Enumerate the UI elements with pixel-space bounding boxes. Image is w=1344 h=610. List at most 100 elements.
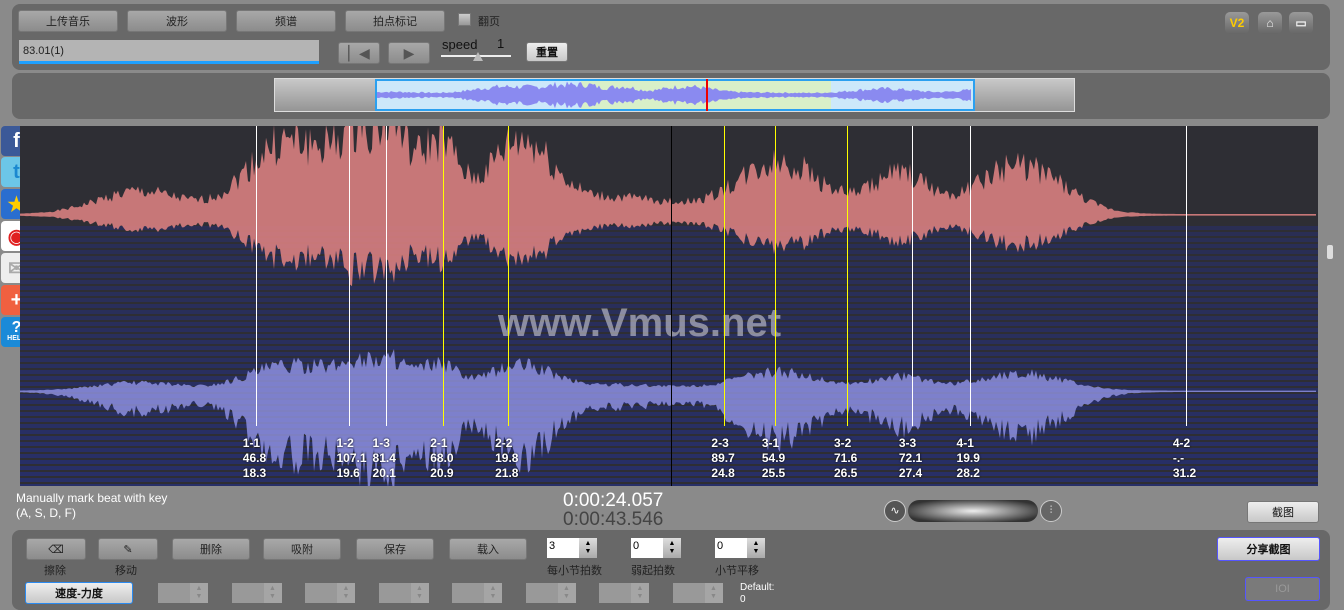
beat-label: 4-1 19.9 28.2 bbox=[957, 436, 980, 481]
beat-time: 31.2 bbox=[1172, 466, 1197, 480]
spectrogram-band bbox=[20, 328, 1318, 332]
spectrogram-band bbox=[20, 352, 1318, 356]
delete-button[interactable]: 删除 bbox=[172, 538, 250, 560]
spectrogram-band bbox=[20, 322, 1318, 326]
beat-index: 1-2 bbox=[336, 436, 354, 450]
spinner-arrows-icon[interactable]: ▲ ▼ bbox=[663, 538, 681, 558]
disabled-spinner[interactable]: ▲ ▼ bbox=[525, 583, 576, 603]
rewind-button[interactable]: ▏◀ bbox=[338, 42, 380, 64]
spectrogram-band bbox=[20, 418, 1318, 422]
snap-button[interactable]: 吸附 bbox=[263, 538, 341, 560]
upload-music-button[interactable]: 上传音乐 bbox=[18, 10, 118, 32]
home-icon[interactable]: ⌂ bbox=[1258, 12, 1282, 34]
skip-start-icon: ▏◀ bbox=[348, 44, 370, 61]
spectrogram-band bbox=[20, 358, 1318, 362]
spectrogram-band bbox=[20, 454, 1318, 458]
speed-slider[interactable] bbox=[441, 52, 511, 61]
spinner-value[interactable]: 0 bbox=[715, 538, 747, 558]
spectrogram-band bbox=[20, 238, 1318, 242]
waveform-shape bbox=[20, 349, 1316, 486]
spectrogram-band bbox=[20, 280, 1318, 284]
beat-tempo: 71.6 bbox=[833, 451, 858, 465]
beat-label: 1-1 46.8 18.3 bbox=[243, 436, 266, 481]
move-button[interactable]: ✎ bbox=[98, 538, 158, 560]
spinner-value bbox=[452, 583, 484, 603]
disabled-spinner[interactable]: ▲ ▼ bbox=[231, 583, 282, 603]
waveform-button[interactable]: 波形 bbox=[127, 10, 227, 32]
beat-label: 3-3 72.1 27.4 bbox=[899, 436, 922, 481]
playhead-line[interactable] bbox=[670, 126, 672, 486]
spectrogram-band bbox=[20, 250, 1318, 254]
disabled-spinner[interactable]: ▲ ▼ bbox=[158, 583, 208, 603]
spectrum-button[interactable]: 频谱 bbox=[236, 10, 336, 32]
beat-marker-line[interactable] bbox=[846, 126, 848, 426]
beat-marker-line[interactable] bbox=[508, 126, 510, 426]
spinner-value[interactable]: 0 bbox=[631, 538, 663, 558]
spectrogram-band bbox=[20, 466, 1318, 470]
play-button[interactable]: ▶ bbox=[388, 42, 430, 64]
disabled-spinner[interactable]: ▲ ▼ bbox=[452, 583, 502, 603]
beat-marker-line[interactable] bbox=[385, 126, 387, 426]
spectrum-mode-icon[interactable]: ⫶ bbox=[1040, 500, 1062, 522]
beat-marker-line[interactable] bbox=[774, 126, 776, 426]
spinner-label: 小节平移 bbox=[715, 565, 759, 577]
v2-button[interactable]: V2 bbox=[1225, 12, 1249, 34]
erase-button[interactable]: ⌫ bbox=[26, 538, 86, 560]
disabled-spinner[interactable]: ▲ ▼ bbox=[378, 583, 429, 603]
play-icon: ▶ bbox=[403, 44, 415, 61]
spinner-arrows-icon[interactable]: ▲ ▼ bbox=[747, 538, 765, 558]
spinner-value[interactable]: 3 bbox=[547, 538, 579, 558]
ioi-button[interactable]: IOI bbox=[1245, 577, 1320, 601]
spinner-value bbox=[599, 583, 631, 603]
spinner-arrows-icon[interactable]: ▲ ▼ bbox=[579, 538, 597, 558]
beat-marker-line[interactable] bbox=[443, 126, 445, 426]
spectrogram-band bbox=[20, 442, 1318, 446]
beat-marker-line[interactable] bbox=[1185, 126, 1187, 426]
beat-time: 26.5 bbox=[833, 466, 858, 480]
disabled-spinner[interactable]: ▲ ▼ bbox=[599, 583, 649, 603]
page-flip-checkbox[interactable] bbox=[458, 13, 471, 26]
spinner-arrows-icon: ▲ ▼ bbox=[704, 583, 723, 603]
overview-waveform bbox=[377, 81, 971, 109]
load-button[interactable]: 载入 bbox=[449, 538, 527, 560]
current-time: 0:00:24.057 bbox=[563, 490, 664, 511]
beat-time: 21.8 bbox=[495, 466, 519, 480]
screenshot-button[interactable]: 截图 bbox=[1247, 501, 1319, 523]
beat-time: 24.8 bbox=[711, 466, 735, 480]
file-name-field[interactable]: 83.01(1) bbox=[19, 40, 319, 64]
beat-marker-line[interactable] bbox=[255, 126, 257, 426]
spinner-0[interactable]: 3 ▲ ▼ bbox=[547, 538, 597, 558]
display-blend-slider[interactable] bbox=[908, 500, 1038, 522]
overview-playhead[interactable] bbox=[706, 79, 708, 111]
speed-slider-thumb[interactable] bbox=[473, 52, 483, 61]
reset-button[interactable]: 重置 bbox=[526, 42, 568, 62]
spinner-value bbox=[525, 583, 558, 603]
overview-track[interactable] bbox=[274, 78, 1075, 112]
share-screenshot-button[interactable]: 分享截图 bbox=[1217, 537, 1320, 561]
beat-index: 1-3 bbox=[372, 436, 390, 450]
spectrogram-view[interactable]: www.Vmus.net 1-1 46.8 18.3 1-2 107.1 19.6 1-… bbox=[20, 126, 1318, 486]
beat-index: 4-2 bbox=[1172, 436, 1191, 450]
beat-marker-line[interactable] bbox=[911, 126, 913, 426]
spinner-2[interactable]: 0 ▲ ▼ bbox=[715, 538, 765, 558]
disabled-spinner[interactable]: ▲ ▼ bbox=[672, 583, 723, 603]
waveform-mode-icon[interactable]: ∿ bbox=[884, 500, 906, 522]
beat-time: 28.2 bbox=[956, 466, 980, 480]
fullscreen-icon[interactable]: ▭ bbox=[1289, 12, 1313, 34]
beat-marker-line[interactable] bbox=[969, 126, 971, 426]
beat-marker-line[interactable] bbox=[349, 126, 351, 426]
total-time: 0:00:43.546 bbox=[563, 509, 664, 530]
beat-tempo: 54.9 bbox=[761, 451, 786, 465]
beat-marker-line[interactable] bbox=[724, 126, 726, 426]
save-button[interactable]: 保存 bbox=[356, 538, 434, 560]
disabled-spinner[interactable]: ▲ ▼ bbox=[305, 583, 355, 603]
beat-mark-button[interactable]: 拍点标记 bbox=[345, 10, 445, 32]
beat-index: 1-1 bbox=[242, 436, 261, 450]
hint-line1: Manually mark beat with key bbox=[16, 491, 168, 505]
scroll-handle[interactable] bbox=[1327, 245, 1333, 259]
beat-index: 3-3 bbox=[898, 436, 917, 450]
spinner-arrows-icon: ▲ ▼ bbox=[410, 583, 429, 603]
tempo-dynamics-button[interactable]: 速度-力度 bbox=[25, 582, 133, 604]
beat-index: 3-1 bbox=[761, 436, 780, 450]
spinner-1[interactable]: 0 ▲ ▼ bbox=[631, 538, 681, 558]
